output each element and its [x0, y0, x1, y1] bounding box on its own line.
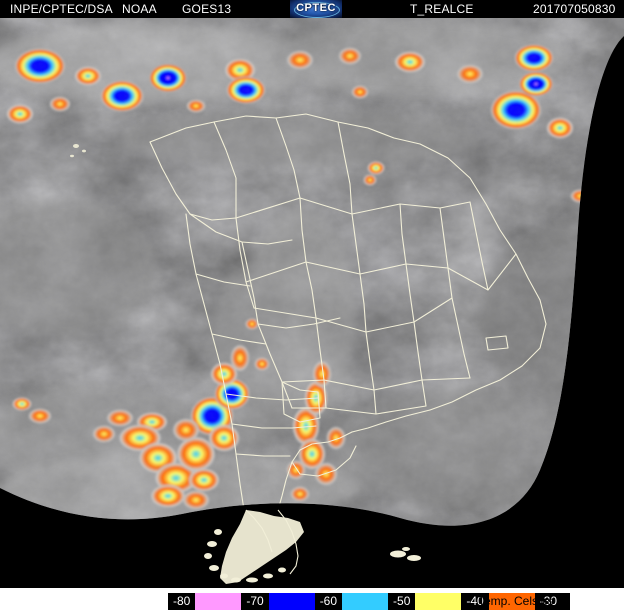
satellite-image-canvas — [0, 18, 624, 588]
legend-label-1: -70 — [241, 593, 269, 610]
legend-label-0: -80 — [168, 593, 196, 610]
legend-label-2: -60 — [314, 593, 343, 610]
patagonia-landmass — [204, 509, 421, 584]
legend-end-pad — [562, 593, 571, 610]
header-satellite: GOES13 — [182, 2, 232, 16]
header-product: T_REALCE — [410, 2, 474, 16]
header-timestamp: 201707050830 — [533, 2, 616, 16]
logo-ring-icon — [294, 2, 340, 18]
legend-label-3: -50 — [388, 593, 416, 610]
legend-units-label: Temp. Celsius — [478, 594, 554, 608]
legend-swatch-blue — [268, 593, 315, 610]
small-islands — [70, 144, 86, 158]
logo-text: CPTEC — [296, 2, 336, 14]
legend-swatch-yellow — [415, 593, 462, 610]
temperature-color-scale: -80 -70 -60 -50 -40 -30 — [168, 593, 571, 610]
legend-label-4: -40 — [461, 593, 489, 610]
earth-disk — [0, 18, 624, 526]
header-agency: NOAA — [122, 2, 157, 16]
falkland-islands — [390, 547, 421, 561]
image-header-bar: INPE/CPTEC/DSA NOAA GOES13 T_REALCE 2017… — [0, 0, 624, 18]
legend-swatch-orange — [488, 593, 535, 610]
coastline-and-borders — [149, 113, 547, 511]
header-institution: INPE/CPTEC/DSA — [10, 2, 113, 16]
legend-swatch-violet — [195, 593, 242, 610]
legend-swatch-cyan — [342, 593, 389, 610]
legend-bar: -80 -70 -60 -50 -40 -30 Temp. Celsius — [0, 588, 624, 614]
cptec-logo: CPTEC — [290, 0, 342, 18]
legend-label-5: -30 — [534, 593, 563, 610]
satellite-infrared-map — [0, 18, 624, 588]
